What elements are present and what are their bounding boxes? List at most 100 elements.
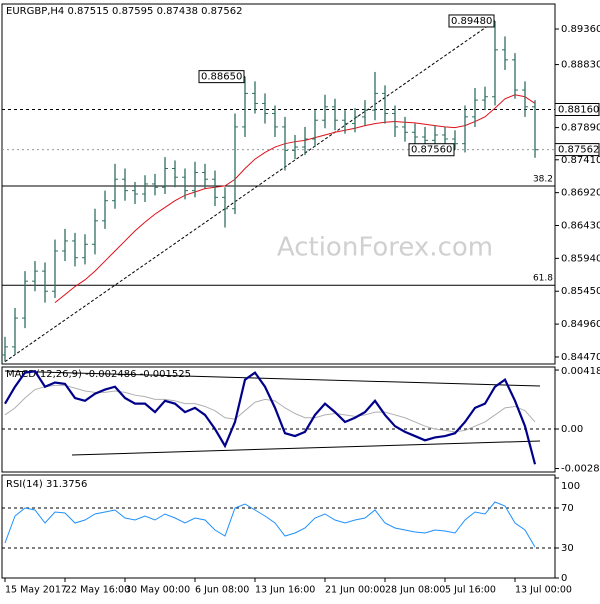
ohlc-bar	[172, 160, 178, 188]
y-tick-label: 70	[561, 503, 574, 514]
annotation-label: 0.87560	[411, 145, 452, 156]
ohlc-bar	[522, 81, 528, 117]
ohlc-bar	[282, 116, 288, 171]
ohlc-bar	[362, 100, 368, 126]
price-panel	[1, 3, 556, 365]
ohlc-bar	[472, 88, 478, 127]
ohlc-bar	[322, 94, 328, 129]
ohlc-bar	[352, 108, 358, 133]
y-tick-label: 0.88830	[561, 60, 600, 71]
ohlc-bar	[412, 123, 418, 148]
header-value: -0.001525	[140, 369, 191, 380]
rsi-line	[4, 501, 536, 548]
ohlc-bar	[112, 163, 118, 209]
annotation-label: 0.88650	[201, 72, 242, 83]
ohlc-bar	[152, 173, 158, 196]
ohlc-bar	[62, 228, 68, 262]
ohlc-bar	[72, 232, 78, 267]
x-tick-label: 15 May 2017	[5, 585, 67, 596]
ohlc-bar	[502, 36, 508, 70]
ohlc-bar	[462, 105, 468, 153]
ohlc-bar	[192, 161, 198, 198]
y-tick-label: 0.86430	[561, 221, 600, 232]
x-tick-label: 13 Jun 16:00	[255, 585, 315, 596]
watermark: ActionForex.com	[277, 233, 493, 263]
ohlc-bar	[2, 336, 8, 362]
header-value: -0.002486	[85, 369, 136, 380]
ohlc-bar	[332, 98, 338, 131]
last-price-box	[554, 143, 600, 157]
ohlc-bar	[342, 110, 348, 134]
fib-label: 38.2	[533, 174, 553, 184]
x-tick-label: 5 Jul 16:00	[445, 585, 496, 596]
ohlc-bar	[512, 53, 518, 99]
y-tick-label: 0	[561, 573, 567, 584]
x-tick-label: 28 Jun 08:00	[385, 585, 445, 596]
ohlc-bar	[302, 126, 308, 156]
x-tick-label: 13 Jul 00:00	[515, 585, 572, 596]
indicator-name: EURGBP,H4	[6, 6, 64, 17]
y-tick-label: 0.004185	[561, 366, 600, 377]
ohlc-bar	[32, 261, 38, 292]
ohlc-bar	[82, 234, 88, 265]
ohlc-bar	[42, 262, 48, 303]
ohlc-bar	[182, 168, 188, 200]
level-box	[554, 102, 600, 116]
y-tick-label: 0.85940	[561, 253, 600, 264]
ohlc-bar	[212, 170, 218, 207]
panel-header: EURGBP,H4 0.87515 0.87595 0.87438 0.8756…	[6, 6, 242, 17]
y-tick-label: 0.87410	[561, 155, 600, 166]
x-tick-label: 21 Jun 00:00	[325, 585, 385, 596]
header-value: 0.87595	[112, 6, 153, 17]
ohlc-bar	[312, 110, 318, 148]
ohlc-bar	[222, 187, 228, 228]
y-tick-label: 0.89360	[561, 24, 600, 35]
ohlc-bar	[142, 175, 148, 203]
ohlc-bar	[22, 271, 28, 329]
x-tick-label: 30 May 00:00	[125, 585, 190, 596]
annotation-label: 0.89480	[451, 16, 492, 27]
header-value: 0.87515	[67, 6, 108, 17]
ohlc-bar	[482, 86, 488, 111]
y-tick-label: 0.85450	[561, 286, 600, 297]
y-tick-label: 0.84470	[561, 352, 600, 363]
ohlc-bar	[132, 181, 138, 205]
header-value: 0.87438	[157, 6, 198, 17]
y-tick-label: -0.002804	[561, 464, 600, 475]
indicator-name: MACD(12,26,9)	[6, 369, 82, 380]
y-tick-label: 0.87890	[561, 123, 600, 134]
y-tick-label: 0.84960	[561, 319, 600, 330]
x-tick-label: 22 May 16:00	[65, 585, 130, 596]
ohlc-bar	[532, 100, 538, 158]
ohlc-bar	[272, 105, 278, 137]
macd-panel	[1, 366, 556, 473]
y-tick-label: 30	[561, 543, 574, 554]
ohlc-bar	[92, 208, 98, 255]
ohlc-bar	[232, 113, 238, 215]
ohlc-bar	[402, 116, 408, 142]
ohlc-bar	[372, 71, 378, 121]
ohlc-bar	[162, 157, 168, 194]
last-price-label: 0.87562	[558, 145, 599, 156]
ohlc-bar	[292, 134, 298, 160]
y-tick-label: 0.86920	[561, 188, 600, 199]
x-tick-label: 6 Jun 08:00	[195, 585, 249, 596]
macd-channel-top	[4, 370, 541, 387]
header-value: 0.87562	[201, 6, 242, 17]
ohlc-bar	[252, 81, 258, 114]
panel-header: MACD(12,26,9) -0.002486 -0.001525	[6, 369, 191, 380]
ohlc-bar	[262, 93, 268, 124]
ohlc-bar	[242, 76, 248, 137]
ohlc-bar	[452, 130, 458, 150]
trend-line	[4, 20, 496, 363]
ohlc-bar	[52, 239, 58, 298]
rsi-panel	[1, 474, 556, 579]
signal-line	[4, 384, 536, 433]
ohlc-bar	[202, 163, 208, 189]
panel-header: RSI(14) 31.3756	[6, 479, 87, 490]
y-tick-label: 0.00	[561, 424, 583, 435]
ohlc-bar	[382, 85, 388, 124]
ohlc-bar	[12, 308, 18, 355]
